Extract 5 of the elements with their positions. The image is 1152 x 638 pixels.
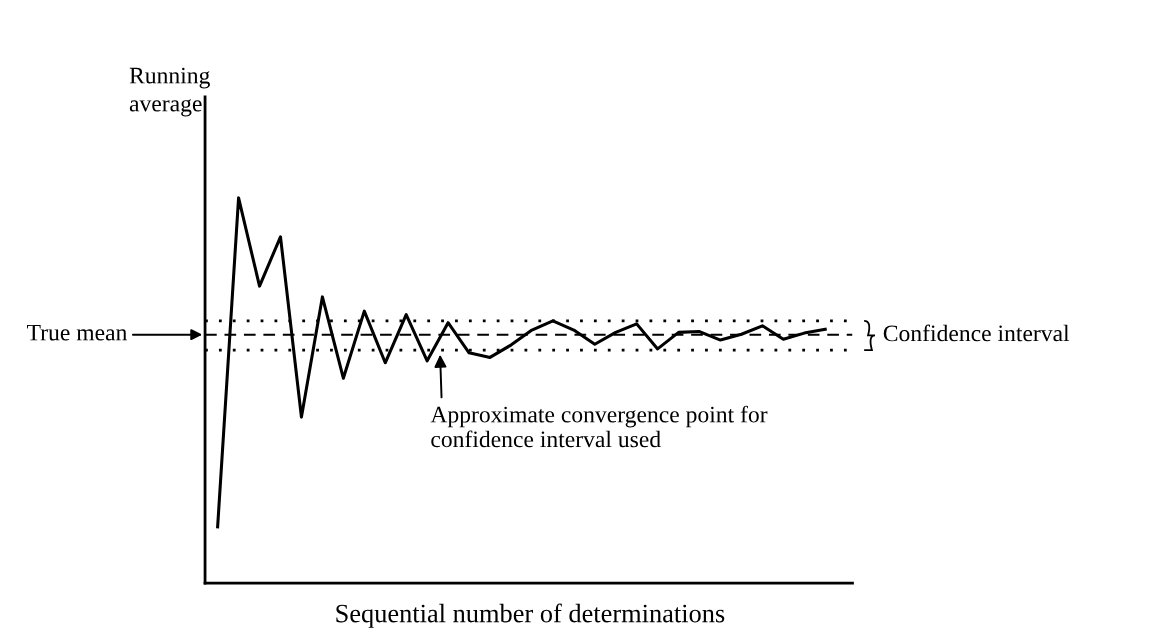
x-axis-title: Sequential number of determinations — [336, 603, 725, 628]
text: Running average — [129, 67, 210, 117]
ref-line-label: True mean — [27, 324, 128, 341]
annotation: Approximate convergence point for confidence interval used — [430, 405, 768, 448]
text: Confidence interval — [883, 324, 1070, 342]
